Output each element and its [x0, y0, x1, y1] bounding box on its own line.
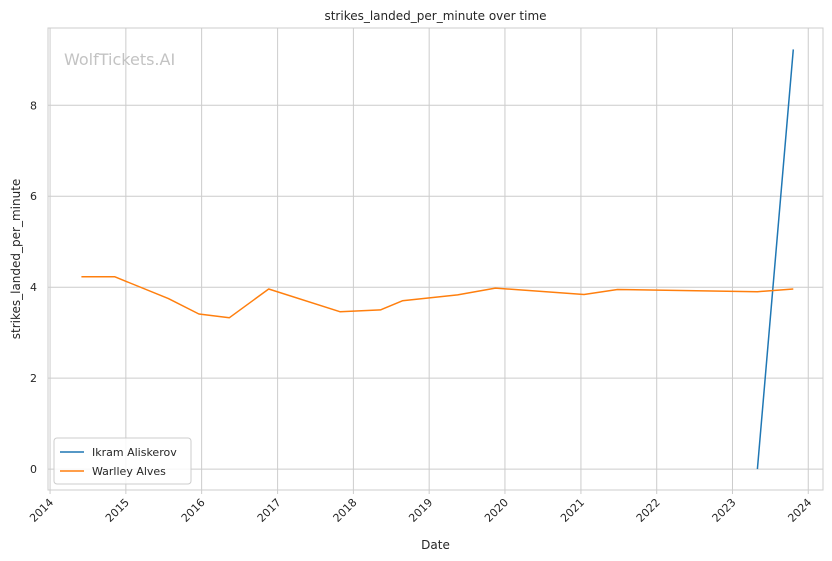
x-axis-ticks: 2014 2015 2016 2017 2018 2019 2020 2021 2022 2023… [27, 490, 814, 525]
y-axis-label: strikes_landed_per_minute [9, 179, 23, 340]
x-tick-label: 2024 [785, 496, 814, 525]
legend-label: Ikram Aliskerov [92, 446, 177, 459]
y-tick-label: 6 [30, 190, 37, 203]
y-axis-ticks: 0 2 4 6 8 [30, 99, 37, 476]
x-tick-label: 2018 [331, 496, 360, 525]
x-tick-label: 2014 [27, 496, 56, 525]
series-layer [81, 49, 795, 470]
x-tick-label: 2016 [179, 496, 208, 525]
x-tick-label: 2015 [103, 496, 132, 525]
series-line-warlley-alves [81, 275, 794, 319]
legend-box [53, 437, 192, 485]
plot-frame [47, 27, 824, 491]
series-line-ikram-aliskerov [756, 49, 795, 470]
x-tick-label: 2022 [634, 496, 663, 525]
x-tick-label: 2020 [482, 496, 511, 525]
chart-title: strikes_landed_per_minute over time [324, 9, 546, 23]
y-tick-label: 8 [30, 99, 37, 112]
x-tick-label: 2017 [255, 496, 284, 525]
y-tick-label: 2 [30, 372, 37, 385]
legend: Ikram Aliskerov Warlley Alves [53, 437, 192, 485]
legend-label: Warlley Alves [92, 465, 166, 478]
x-axis-label: Date [421, 538, 450, 552]
x-tick-label: 2021 [558, 496, 587, 525]
y-tick-label: 4 [30, 281, 37, 294]
x-tick-label: 2023 [710, 496, 739, 525]
x-tick-label: 2019 [406, 496, 435, 525]
y-tick-label: 0 [30, 463, 37, 476]
plot-background [48, 28, 823, 490]
watermark: WolfTickets.AI [64, 50, 175, 69]
